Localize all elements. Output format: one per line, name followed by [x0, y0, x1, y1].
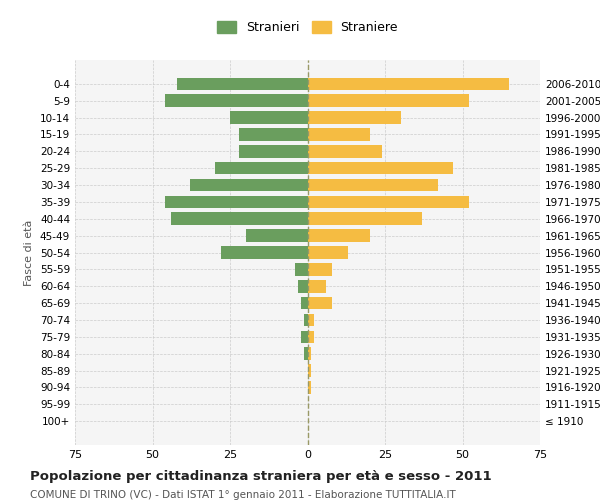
Bar: [215, 162, 308, 174]
Bar: [165, 94, 308, 107]
Bar: [308, 178, 438, 192]
Bar: [298, 280, 308, 292]
Bar: [308, 78, 509, 90]
Y-axis label: Fasce di età: Fasce di età: [25, 220, 34, 286]
Text: Popolazione per cittadinanza straniera per età e sesso - 2011: Popolazione per cittadinanza straniera p…: [30, 470, 491, 483]
Bar: [308, 94, 469, 107]
Bar: [230, 111, 308, 124]
Bar: [295, 263, 308, 276]
Bar: [308, 364, 311, 377]
Bar: [245, 230, 308, 242]
Bar: [308, 145, 382, 158]
Bar: [308, 280, 326, 292]
Bar: [308, 330, 314, 343]
Text: COMUNE DI TRINO (VC) - Dati ISTAT 1° gennaio 2011 - Elaborazione TUTTITALIA.IT: COMUNE DI TRINO (VC) - Dati ISTAT 1° gen…: [30, 490, 456, 500]
Bar: [308, 348, 311, 360]
Bar: [308, 297, 332, 310]
Bar: [308, 230, 370, 242]
Bar: [308, 314, 314, 326]
Bar: [308, 263, 332, 276]
Bar: [304, 314, 308, 326]
Bar: [239, 145, 308, 158]
Bar: [178, 78, 308, 90]
Bar: [301, 330, 308, 343]
Bar: [308, 111, 401, 124]
Bar: [301, 297, 308, 310]
Y-axis label: Anni di nascita: Anni di nascita: [597, 211, 600, 294]
Bar: [304, 348, 308, 360]
Bar: [308, 196, 469, 208]
Bar: [308, 162, 453, 174]
Bar: [239, 128, 308, 141]
Bar: [190, 178, 308, 192]
Bar: [308, 212, 422, 225]
Bar: [308, 128, 370, 141]
Legend: Stranieri, Straniere: Stranieri, Straniere: [212, 16, 403, 39]
Bar: [221, 246, 308, 259]
Bar: [308, 381, 311, 394]
Bar: [308, 246, 348, 259]
Bar: [171, 212, 308, 225]
Bar: [165, 196, 308, 208]
